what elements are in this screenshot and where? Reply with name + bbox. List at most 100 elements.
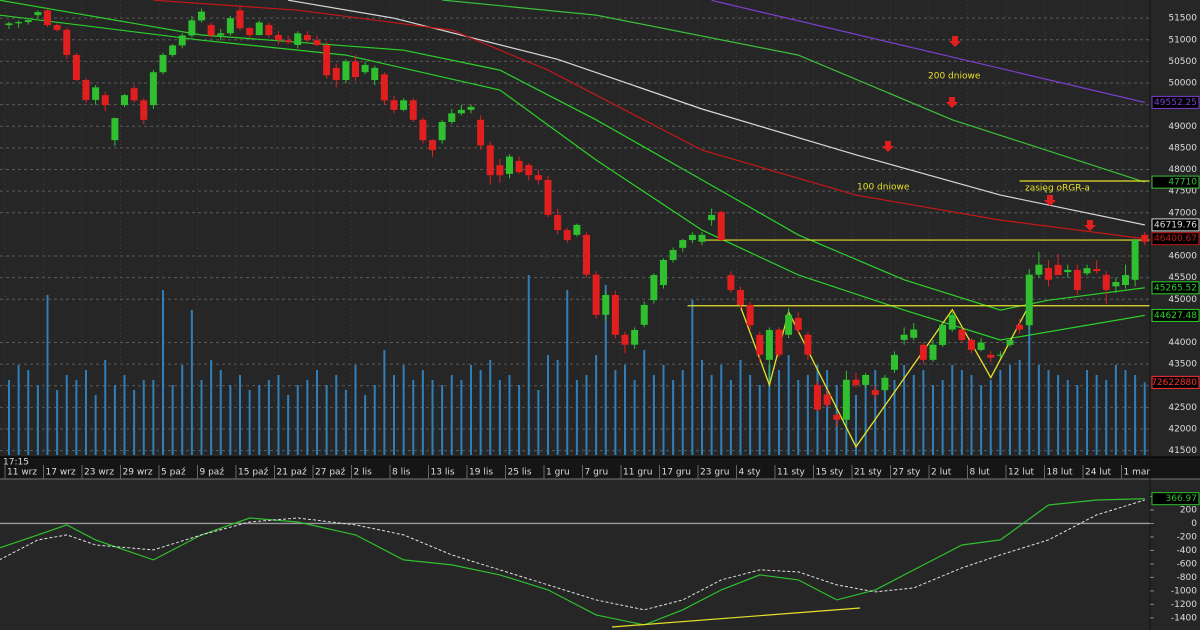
candle-body (1093, 269, 1101, 272)
volume-bar (393, 375, 395, 455)
candle-body (1016, 324, 1024, 330)
volume-bar (219, 370, 222, 455)
x-tick-label: 8 lis (392, 468, 411, 478)
candle-body (968, 339, 975, 350)
x-tick-label: 11 wrz (7, 468, 37, 478)
line (739, 304, 1030, 449)
price-box-label: 44627.48 (1154, 311, 1197, 321)
volume-bar (210, 360, 213, 455)
price-box (1151, 218, 1200, 232)
y-tick-label: 47000 (1168, 208, 1197, 218)
volume-bar (1124, 370, 1127, 455)
volume-bar (152, 380, 155, 455)
volume-bar (508, 375, 511, 455)
candle-body (121, 95, 128, 106)
candle-body (323, 44, 331, 76)
candle-body (746, 304, 754, 326)
y-tick-label: 48500 (1168, 143, 1197, 153)
volume-bar (855, 395, 857, 455)
candle-body (583, 234, 590, 275)
volume-bar (75, 380, 78, 455)
candle-body (515, 160, 523, 173)
annotation: zasięg oRGR-a (1025, 184, 1090, 194)
volume-bar (874, 370, 877, 455)
y-tick-label: 51000 (1168, 35, 1197, 45)
volume-bar (864, 375, 867, 455)
candle-body (929, 344, 937, 360)
x-tick-label: 15 sty (816, 468, 845, 478)
candle-body (592, 274, 600, 315)
volume-bar (383, 350, 386, 455)
candle-body (611, 294, 619, 335)
volume-bar (431, 380, 434, 455)
y-tick-label: 49000 (1168, 122, 1197, 132)
x-tick-label: 2 lis (354, 468, 373, 478)
y-tick-label: 51500 (1168, 14, 1197, 24)
volume-bar (162, 290, 164, 455)
volume-bar (123, 375, 126, 455)
candle-body (534, 175, 542, 180)
candle-body (833, 414, 841, 420)
volume-bar (8, 380, 10, 455)
volume-bar (325, 385, 328, 455)
volume-bar (1143, 382, 1146, 455)
volume-bar (633, 380, 636, 455)
volume-bar (335, 375, 338, 455)
candle-body (814, 384, 821, 410)
volume-bar (248, 390, 251, 455)
line (0, 499, 1145, 611)
candle-body (284, 40, 292, 42)
volume-bar (806, 375, 809, 455)
volume-bar (239, 375, 241, 455)
y-tick-label: -1200 (1171, 600, 1197, 610)
volume-bar (373, 385, 376, 455)
candle-body (871, 390, 879, 395)
volume-bar (354, 365, 357, 455)
y-tick-label: 42000 (1168, 425, 1197, 435)
candle-body (621, 334, 629, 345)
time-label: 17:15 (3, 458, 29, 468)
x-tick-label: 23 wrz (84, 468, 114, 478)
volume-bar (932, 385, 934, 455)
candle-body (910, 329, 918, 338)
candle-body (631, 330, 639, 345)
x-tick-label: 8 lut (970, 468, 991, 478)
candle-body (506, 156, 513, 174)
volume-bar (85, 370, 87, 455)
divergence-line (611, 607, 861, 628)
x-tick-label: 21 sty (854, 468, 883, 478)
volume-bar (258, 385, 261, 455)
candle-body (525, 165, 533, 176)
price-box-label: 46719.76 (1154, 220, 1197, 230)
price-box (1151, 175, 1200, 189)
candle-body (573, 224, 581, 235)
volume-bar (460, 380, 463, 455)
y-tick-label: 50000 (1168, 79, 1197, 89)
candle-body (63, 29, 71, 55)
x-tick-label: 29 wrz (123, 468, 153, 478)
volume-bar (27, 370, 30, 455)
y-tick-label: -600 (1177, 559, 1198, 569)
candle-body (737, 289, 744, 305)
x-tick-label: 27 sty (893, 468, 922, 478)
candle-body (1102, 274, 1110, 290)
candle-body (82, 80, 90, 100)
volume-bar (316, 370, 318, 455)
candle-body (255, 22, 263, 36)
candle-body (101, 95, 109, 106)
y-tick-label: 46000 (1168, 252, 1197, 262)
line (0, 0, 1145, 311)
volume-bar (739, 360, 742, 455)
candle-body (15, 22, 23, 24)
line (711, 0, 1145, 103)
y-tick-label: 43500 (1168, 360, 1197, 370)
volume-bar (701, 360, 703, 455)
volume-bar (94, 395, 97, 455)
volume-bar (893, 380, 896, 455)
volume-bar (1018, 360, 1021, 455)
candle-body (948, 314, 956, 330)
candle-body (1122, 275, 1129, 286)
line (442, 0, 1145, 183)
candle-body (380, 74, 388, 101)
candle-body (496, 165, 504, 176)
